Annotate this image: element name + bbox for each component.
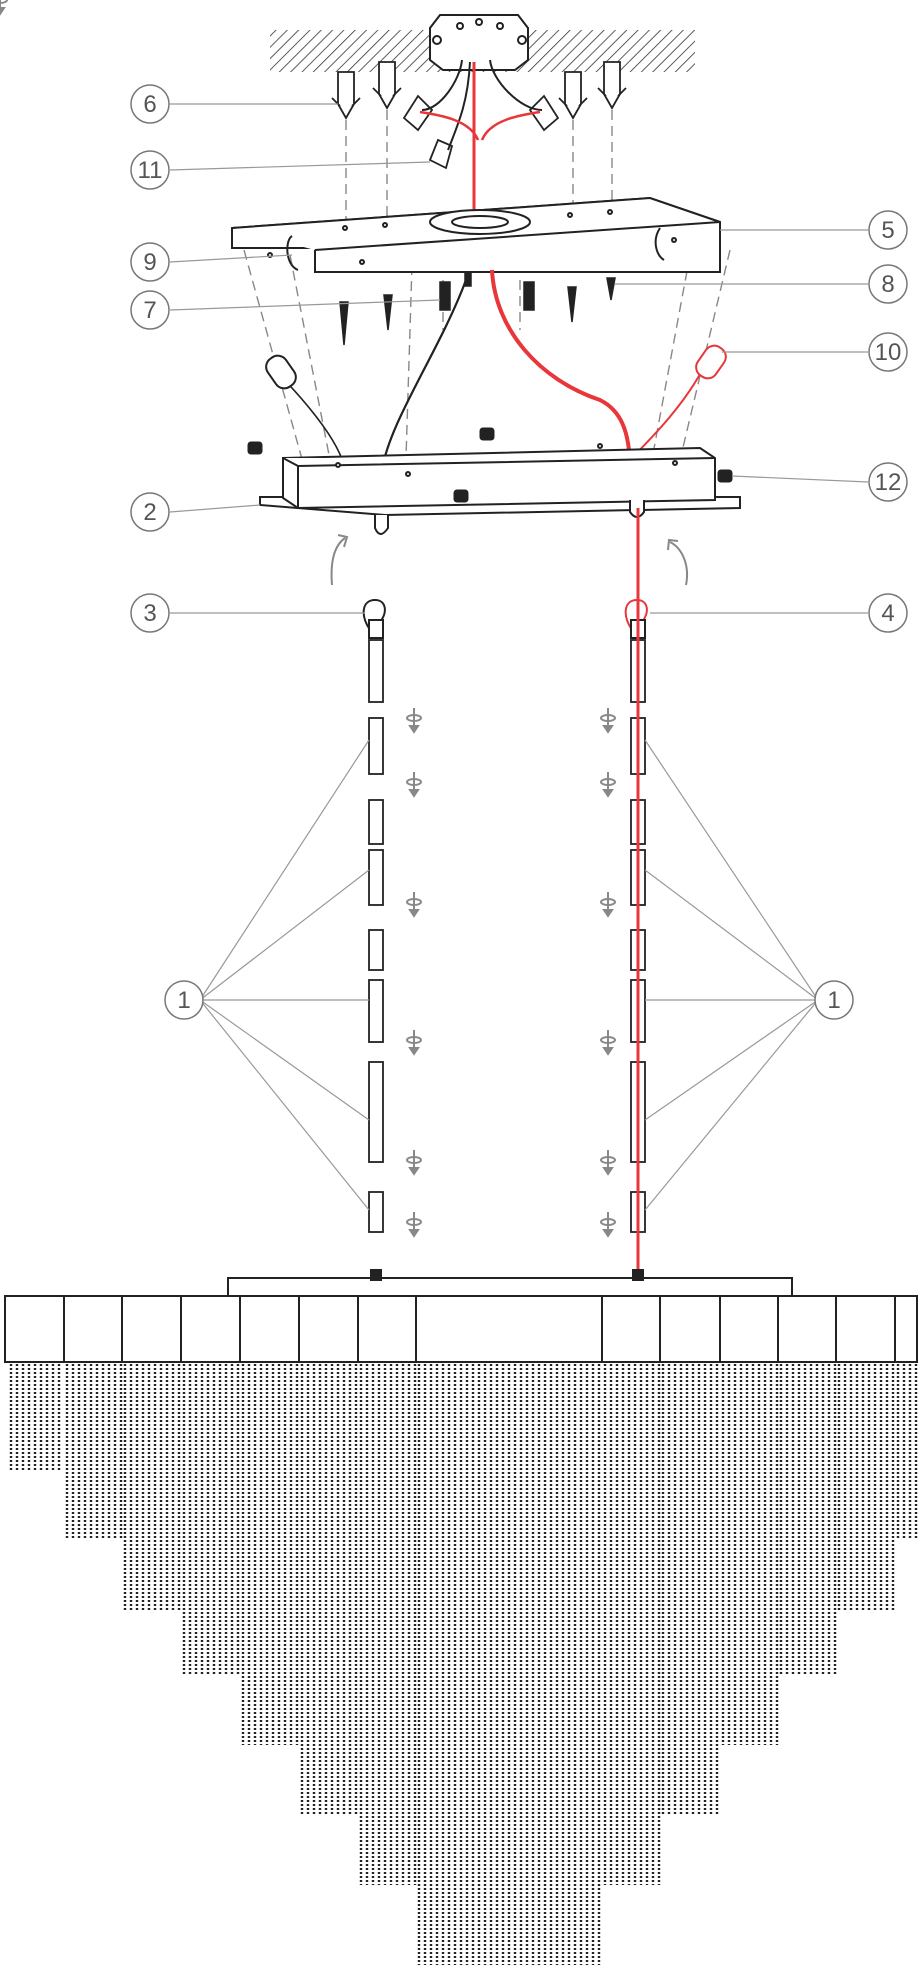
callout-number-wire-connector: 11 [138,157,163,184]
callout-circle [868,462,908,502]
callout-leader [169,161,431,171]
anchor-4 [597,61,627,110]
callout-number-bracket-hook: 9 [143,249,156,276]
callout-circle [164,980,204,1020]
junction-box [429,14,529,71]
chandelier-frame [4,1269,918,1363]
screws [339,271,616,346]
wall-anchors [331,61,627,120]
callout-circle [868,210,908,250]
canopy-screws [247,427,733,503]
supply-wires [419,59,543,225]
left-rod [368,639,384,1233]
callout-circle [130,492,170,532]
callout-number-canopy: 2 [143,499,156,526]
callout-circle [130,290,170,330]
curved-arrows [330,534,688,586]
callout-circle [130,84,170,124]
rod-leaders [199,739,819,1211]
callout-circle [868,264,908,304]
callout-number-wood-screw: 8 [881,271,894,298]
callout-number-carabiner: 10 [875,339,902,366]
callout-leader [169,299,441,311]
callout-circle [130,242,170,282]
callout-number-mounting-bracket: 5 [881,217,894,244]
callout-leader [731,475,869,483]
canopy [259,443,741,535]
callout-circle [130,593,170,633]
callout-circle [814,980,854,1020]
callout-circle [868,332,908,372]
rotation-symbols [0,0,616,1237]
callout-number-wall-anchor: 6 [143,91,156,118]
wire-connectors [402,94,560,170]
crystal-strands [9,1364,918,1965]
callout-number-rod-hook: 3 [143,600,156,627]
callout-circle [868,593,908,633]
callout-leader [169,254,293,263]
callout-number-rod-hook: 4 [881,600,894,627]
anchor-1 [331,71,361,120]
anchor-3 [558,71,588,120]
carabiners [265,344,727,390]
callout-circle [130,150,170,190]
callout-number-canopy-screw: 12 [875,469,902,496]
mounting-bracket [231,196,721,273]
callout-number-rod-segment: 1 [177,987,190,1014]
callout-leader [169,504,261,513]
rod-hooks [362,598,648,639]
callout-labels: 6 11 9 7 2 3 1 5 8 10 12 4 1 [130,84,908,1020]
anchor-2 [372,61,402,110]
callout-number-mounting-screw: 7 [143,297,156,324]
callout-number-rod-segment: 1 [827,987,840,1014]
